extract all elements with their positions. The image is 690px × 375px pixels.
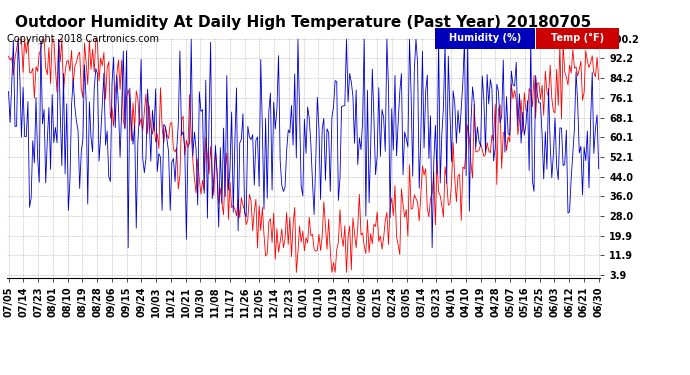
Text: Outdoor Humidity At Daily High Temperature (Past Year) 20180705: Outdoor Humidity At Daily High Temperatu… (15, 15, 592, 30)
Text: Humidity (%): Humidity (%) (448, 33, 521, 44)
Text: Copyright 2018 Cartronics.com: Copyright 2018 Cartronics.com (7, 34, 159, 44)
Text: Temp (°F): Temp (°F) (551, 33, 604, 44)
